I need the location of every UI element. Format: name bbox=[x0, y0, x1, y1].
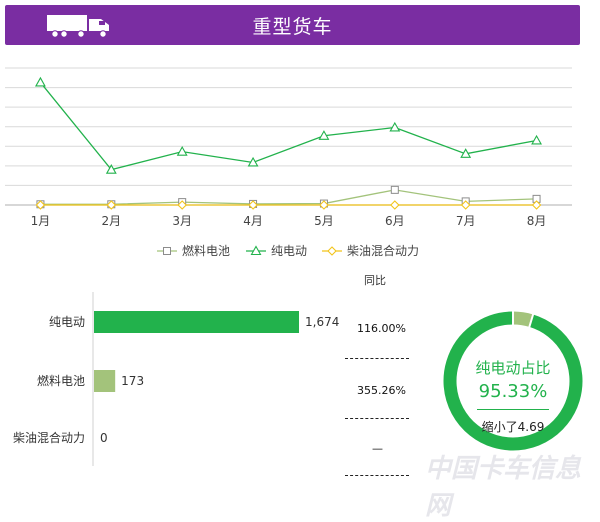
donut-chart bbox=[443, 310, 583, 451]
bar-value-label: 0 bbox=[100, 431, 108, 445]
x-tick-label: 5月 bbox=[314, 214, 334, 228]
yoy-separator bbox=[345, 475, 409, 476]
yoy-header: 同比 bbox=[364, 274, 386, 287]
x-tick-label: 8月 bbox=[527, 214, 547, 228]
donut-center-value: 95.33% bbox=[478, 381, 548, 402]
data-point bbox=[247, 156, 259, 167]
truck-icon bbox=[47, 15, 109, 38]
yoy-value-diesel-hybrid: — bbox=[372, 442, 383, 455]
donut-separator bbox=[528, 313, 535, 329]
page-title: 重型货车 bbox=[252, 16, 333, 38]
data-point bbox=[163, 247, 171, 255]
data-point bbox=[248, 200, 258, 210]
legend-item: 柴油混合动力 bbox=[322, 243, 419, 258]
bar-value-label: 1,674 bbox=[305, 315, 339, 329]
bar-category-label: 燃料电池 bbox=[37, 373, 85, 388]
donut-divider bbox=[477, 409, 549, 410]
data-point bbox=[106, 200, 117, 210]
bar-fuel-cell bbox=[94, 370, 116, 392]
data-point bbox=[34, 76, 46, 87]
legend-label: 柴油混合动力 bbox=[347, 243, 419, 258]
donut-center-title: 纯电动占比 bbox=[475, 359, 551, 377]
data-point bbox=[319, 200, 329, 210]
data-point bbox=[105, 164, 117, 174]
x-tick-label: 6月 bbox=[385, 214, 405, 228]
yoy-separator bbox=[345, 418, 409, 419]
legend-label: 燃料电池 bbox=[182, 243, 230, 258]
x-tick-label: 3月 bbox=[172, 214, 192, 228]
data-point bbox=[389, 121, 401, 132]
yoy-separator bbox=[345, 358, 409, 359]
data-point bbox=[176, 146, 188, 156]
x-tick-label: 7月 bbox=[456, 214, 476, 228]
bar-category-label: 柴油混合动力 bbox=[13, 430, 85, 445]
x-tick-label: 1月 bbox=[31, 214, 51, 228]
data-point bbox=[177, 200, 187, 210]
series-line bbox=[40, 189, 537, 205]
bar-chart: 纯电动 1,674 燃料电池 173 柴油混合动力 0 bbox=[13, 292, 339, 466]
bar-value-label: 173 bbox=[121, 374, 144, 388]
bar-category-label: 纯电动 bbox=[49, 315, 85, 329]
data-point bbox=[318, 130, 330, 140]
legend-label: 纯电动 bbox=[271, 244, 307, 258]
header-banner: 重型货车 bbox=[5, 5, 580, 45]
series-diesel-hybrid bbox=[35, 200, 542, 210]
yoy-value-fuel-cell: 355.26% bbox=[357, 384, 406, 397]
x-tick-label: 4月 bbox=[243, 214, 263, 228]
x-tick-label: 2月 bbox=[101, 214, 121, 228]
legend-item: 燃料电池 bbox=[157, 243, 230, 258]
data-point bbox=[531, 200, 542, 210]
data-point bbox=[390, 200, 400, 210]
data-point bbox=[35, 200, 46, 210]
data-point bbox=[327, 246, 337, 256]
yoy-value-pure-electric: 116.00% bbox=[357, 322, 406, 335]
series-pure-electric bbox=[34, 76, 543, 174]
watermark: 中国卡车信息网 bbox=[425, 454, 582, 521]
data-point bbox=[460, 148, 472, 158]
legend-item: 纯电动 bbox=[246, 244, 307, 258]
series-line bbox=[39, 82, 537, 171]
data-point bbox=[390, 185, 399, 194]
bar-pure-electric bbox=[94, 311, 299, 333]
donut-center-note: 缩小了4.69 bbox=[481, 420, 545, 434]
data-point bbox=[250, 245, 262, 256]
data-point bbox=[531, 134, 543, 145]
data-point bbox=[460, 200, 471, 210]
